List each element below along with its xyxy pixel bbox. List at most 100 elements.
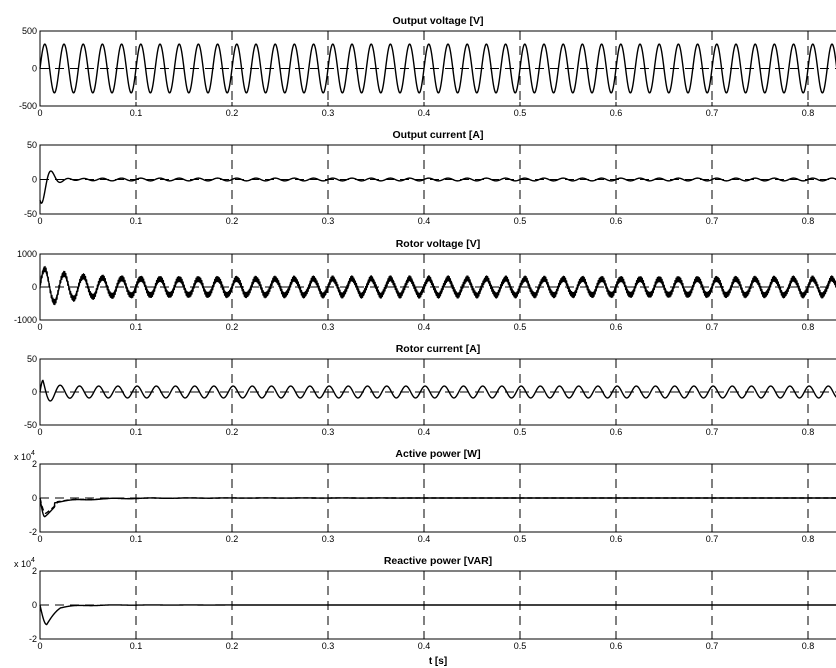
x-tick-label: 0	[37, 534, 42, 544]
y-exponent-label: x 104	[14, 450, 35, 462]
y-tick-label: 50	[27, 354, 37, 364]
x-tick-label: 0.7	[706, 427, 719, 437]
x-tick-label: 0.5	[514, 322, 527, 332]
x-tick-label: 0.3	[322, 534, 335, 544]
axes-frame	[39, 30, 836, 107]
axes-frame	[39, 463, 836, 533]
x-tick-label: 0.4	[418, 534, 431, 544]
x-tick-label: 0.3	[322, 427, 335, 437]
chart-panel-3: Rotor voltage [V] 0 0.1 0.2 0.3 0.4 0.5 0.6 0.7 0…	[14, 238, 836, 332]
chart-panel-1: Output voltage [V] 0 0.1 0.2 0.3 0.4 0.5 0.6 0.7…	[19, 15, 836, 118]
x-tick-label: 0.7	[706, 108, 719, 118]
x-tick-label: 0.4	[418, 108, 431, 118]
series-line-reference	[39, 497, 836, 514]
x-tick-label: 0.2	[226, 534, 239, 544]
x-tick-label: 0.5	[514, 534, 527, 544]
y-tick-label: -1000	[14, 315, 37, 325]
y-tick-label: 0	[32, 387, 37, 397]
x-tick-label: 0	[37, 427, 42, 437]
x-tick-label: 0.6	[610, 641, 623, 651]
axes-frame	[39, 144, 836, 215]
x-tick-label: 0.7	[706, 322, 719, 332]
axes-frame	[39, 253, 836, 321]
x-tick-label: 0.8	[802, 108, 815, 118]
x-tick-label: 0.2	[226, 427, 239, 437]
y-exponent: 4	[31, 450, 35, 457]
chart-panel-6: Reactive power [VAR] 0 0.1 0.2 0.3 0.4 0.5 0.6 0…	[14, 555, 836, 651]
chart-title: Output current [A]	[393, 129, 484, 141]
series-line-measured	[39, 497, 836, 518]
x-tick-label: 0.6	[610, 427, 623, 437]
y-exponent-label: x 104	[14, 557, 35, 569]
x-tick-label: 0.5	[514, 216, 527, 226]
y-tick-label: 0	[32, 175, 37, 185]
x-tick-label: 0.5	[514, 108, 527, 118]
x-tick-label: 0.8	[802, 534, 815, 544]
y-tick-label: -50	[24, 420, 37, 430]
y-tick-label: 0	[32, 64, 37, 74]
x-tick-label: 0.5	[514, 641, 527, 651]
x-tick-label: 0	[37, 108, 42, 118]
y-tick-label: -2	[29, 527, 37, 537]
chart-title: Reactive power [VAR]	[384, 555, 492, 567]
x-tick-label: 0.6	[610, 534, 623, 544]
series-line-trace-1	[39, 43, 836, 94]
x-tick-label: 0.3	[322, 322, 335, 332]
chart-panel-4: Rotor current [A] 0 0.1 0.2 0.3 0.4 0.5 0.6 0.7 0…	[24, 343, 836, 437]
x-tick-label: 0.4	[418, 322, 431, 332]
x-tick-label: 0.1	[130, 534, 143, 544]
x-tick-label: 0.6	[610, 216, 623, 226]
x-tick-label: 0.7	[706, 216, 719, 226]
x-tick-label: 0.2	[226, 322, 239, 332]
y-tick-label: 0	[32, 600, 37, 610]
x-tick-label: 0.2	[226, 216, 239, 226]
x-tick-label: 0.4	[418, 427, 431, 437]
chart-title: Rotor voltage [V]	[396, 238, 481, 250]
x-tick-label: 0.4	[418, 641, 431, 651]
chart-title: Output voltage [V]	[393, 15, 484, 27]
y-exponent: 4	[31, 557, 35, 564]
x-tick-label: 0	[37, 641, 42, 651]
x-tick-label: 0.1	[130, 427, 143, 437]
x-tick-label: 0.8	[802, 641, 815, 651]
x-tick-label: 0.1	[130, 108, 143, 118]
y-tick-label: 50	[27, 140, 37, 150]
x-tick-label: 0.6	[610, 322, 623, 332]
series-line-trace-1	[39, 265, 836, 306]
x-tick-label: 0.7	[706, 534, 719, 544]
y-tick-label: 1000	[17, 249, 37, 259]
x-tick-label: 0.8	[802, 322, 815, 332]
x-tick-label: 0.1	[130, 322, 143, 332]
x-tick-label: 0.8	[802, 427, 815, 437]
x-tick-label: 0.1	[130, 216, 143, 226]
chart-title: Active power [W]	[395, 448, 480, 460]
y-tick-label: 0	[32, 493, 37, 503]
x-tick-label: 0.3	[322, 641, 335, 651]
y-tick-label: 500	[22, 26, 37, 36]
chart-title: Rotor current [A]	[396, 343, 481, 355]
series-line-trace-1	[39, 170, 836, 204]
x-tick-label: 0	[37, 216, 42, 226]
y-tick-label: 2	[32, 566, 37, 576]
axes-frame	[39, 358, 836, 426]
x-axis-label: t [s]	[429, 656, 447, 667]
axes-frame	[39, 570, 836, 640]
x-tick-label: 0.7	[706, 641, 719, 651]
x-tick-label: 0.1	[130, 641, 143, 651]
x-tick-label: 0.3	[322, 216, 335, 226]
y-tick-label: 0	[32, 282, 37, 292]
y-tick-label: -2	[29, 634, 37, 644]
y-tick-label: -50	[24, 209, 37, 219]
x-tick-label: 0	[37, 322, 42, 332]
series-line-trace-1	[39, 379, 836, 402]
x-tick-label: 0.4	[418, 216, 431, 226]
x-tick-label: 0.6	[610, 108, 623, 118]
series-line-measured	[39, 604, 836, 626]
chart-panel-2: Output current [A] 0 0.1 0.2 0.3 0.4 0.5 0.6 0.7…	[24, 129, 836, 226]
y-tick-label: 2	[32, 459, 37, 469]
x-tick-label: 0.2	[226, 108, 239, 118]
x-tick-label: 0.3	[322, 108, 335, 118]
x-tick-label: 0.8	[802, 216, 815, 226]
x-tick-label: 0.2	[226, 641, 239, 651]
